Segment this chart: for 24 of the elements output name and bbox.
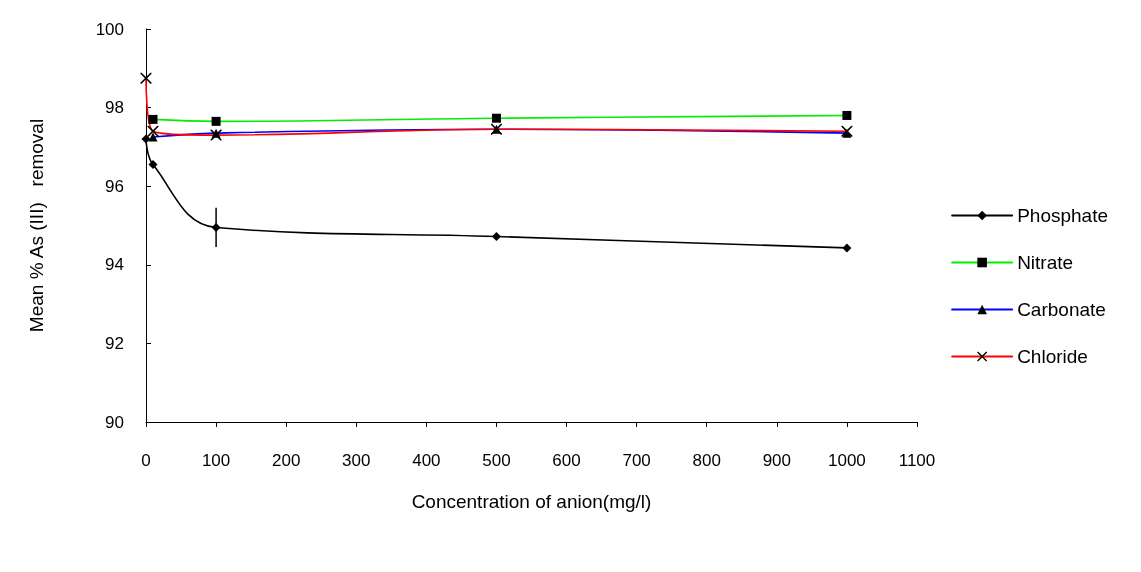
y-tick-label: 98 — [105, 98, 124, 118]
x-tick-label: 600 — [552, 451, 581, 470]
legend-label: Nitrate — [1017, 252, 1074, 273]
x-tick-label: 100 — [201, 451, 231, 470]
legend-label: Carbonate — [1017, 299, 1106, 320]
y-tick-label: 94 — [105, 255, 124, 275]
x-tick-label: 1100 — [898, 451, 936, 470]
legend-label: Phosphate — [1017, 205, 1109, 226]
x-tick-label: 900 — [762, 451, 792, 470]
y-tick-label: 100 — [95, 19, 124, 39]
x-tick-label: 200 — [271, 451, 301, 470]
x-tick-label: 300 — [342, 451, 371, 470]
x-tick-label: 700 — [622, 451, 651, 470]
x-axis-title: Concentration of anion(mg/l) — [411, 491, 652, 512]
y-tick-label: 96 — [105, 176, 124, 196]
x-tick-label: 400 — [412, 451, 441, 470]
x-tick-label: 800 — [692, 451, 721, 470]
x-tick-label: 500 — [482, 451, 511, 470]
x-tick-label: 1000 — [828, 451, 866, 470]
y-axis-title: Mean % As (III) removal — [26, 118, 47, 333]
legend-label: Chloride — [1017, 346, 1088, 367]
y-tick-label: 90 — [105, 412, 124, 432]
x-tick-label: 0 — [141, 451, 151, 470]
y-tick-label: 92 — [105, 333, 124, 353]
